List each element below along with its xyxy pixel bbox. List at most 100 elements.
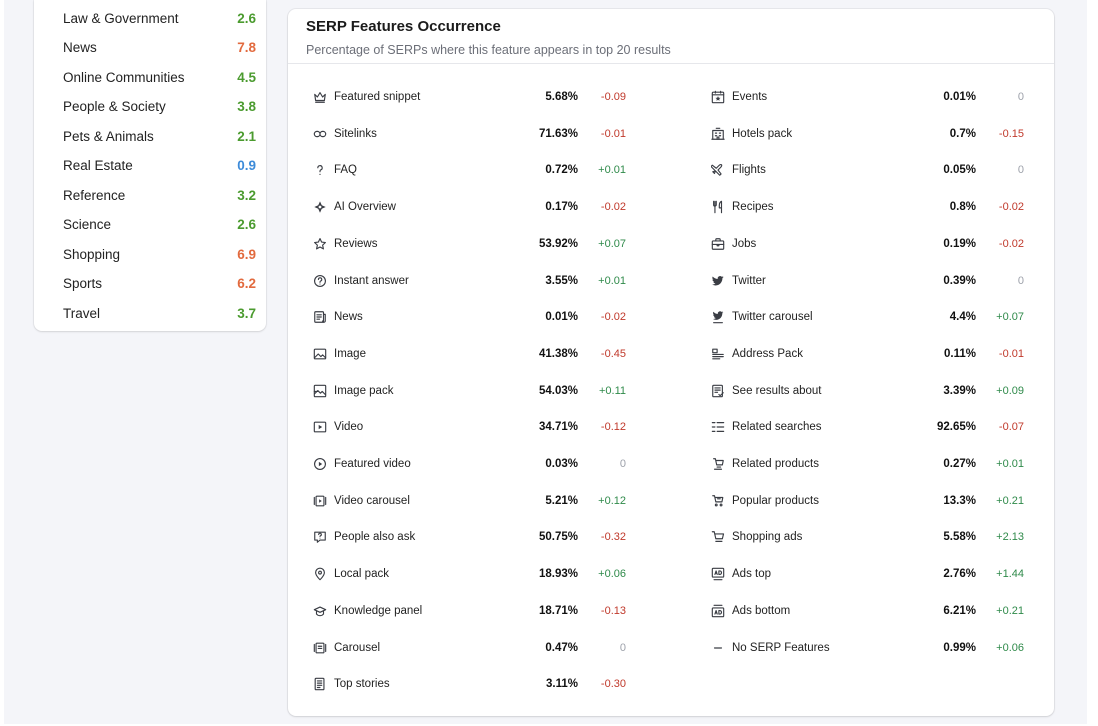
category-item[interactable]: Reference 3.2 <box>63 184 256 206</box>
ads-top-icon <box>710 566 726 582</box>
feature-change: +0.01 <box>598 274 626 287</box>
feature-percentage: 5.21% <box>545 494 578 507</box>
serp-card-header: SERP Features Occurrence Percentage of S… <box>288 9 1054 64</box>
feature-percentage: 0.11% <box>944 347 976 360</box>
serp-feature-row: See results about 3.39% +0.09 <box>710 381 1040 401</box>
feature-change: +0.07 <box>598 237 626 250</box>
feature-name: People also ask <box>334 531 416 544</box>
feature-percentage: 5.58% <box>943 531 976 544</box>
serp-feature-row: Instant answer 3.55% +0.01 <box>312 271 642 291</box>
feature-percentage: 3.11% <box>546 678 578 691</box>
feature-percentage: 18.93% <box>538 568 578 581</box>
category-name: Law & Government <box>63 10 179 26</box>
category-score: 3.2 <box>237 187 256 203</box>
see-results-icon <box>710 383 726 399</box>
feature-change: -0.09 <box>600 91 626 103</box>
category-item[interactable]: Sports 6.2 <box>63 273 256 295</box>
feature-change: -0.15 <box>998 127 1024 140</box>
feature-name: Featured video <box>334 458 411 470</box>
feature-name: Top stories <box>334 678 390 691</box>
category-name: Travel <box>63 305 101 321</box>
feature-percentage: 50.75% <box>538 531 578 544</box>
serp-feature-row: Twitter 0.39% 0 <box>710 271 1040 291</box>
feature-percentage: 0.8% <box>949 201 976 214</box>
feature-name: No SERP Features <box>732 641 830 654</box>
hotel-icon <box>710 126 726 142</box>
feature-name: Events <box>732 91 768 103</box>
category-item[interactable]: Law & Government 2.6 <box>63 7 256 29</box>
category-item[interactable]: Shopping 6.9 <box>63 243 256 265</box>
twitter-icon <box>710 273 726 289</box>
feature-name: Address Pack <box>732 347 803 360</box>
category-item[interactable]: Pets & Animals 2.1 <box>63 125 256 147</box>
link-icon <box>312 126 328 142</box>
feature-name: FAQ <box>334 164 358 177</box>
serp-feature-row: Popular products 13.3% +0.21 <box>710 491 1040 511</box>
feature-name: Hotels pack <box>732 127 793 140</box>
feature-change: -0.02 <box>998 237 1024 250</box>
feature-name: Twitter <box>732 274 766 287</box>
feature-name: Recipes <box>732 201 774 214</box>
feature-change: 0 <box>619 641 626 654</box>
feature-name: Shopping ads <box>732 531 803 544</box>
calendar-star-icon <box>710 89 726 105</box>
category-name: Online Communities <box>63 69 185 85</box>
feature-percentage: 92.65% <box>936 421 976 434</box>
category-item[interactable]: Real Estate 0.9 <box>63 155 256 177</box>
feature-name: Related products <box>732 458 819 470</box>
cart-icon <box>710 529 726 545</box>
feature-percentage: 0.7% <box>949 127 976 140</box>
feature-percentage: 54.03% <box>538 384 578 397</box>
feature-change: +0.21 <box>996 604 1024 617</box>
feature-change: -0.45 <box>600 347 626 360</box>
feature-name: Instant answer <box>334 274 409 287</box>
feature-name: Image <box>334 347 366 360</box>
category-score: 6.2 <box>237 276 256 291</box>
serp-feature-row: Featured video 0.03% 0 <box>312 454 642 474</box>
serp-feature-row: News 0.01% -0.02 <box>312 307 642 327</box>
serp-feature-row: Ads bottom 6.21% +0.21 <box>710 601 1040 621</box>
serp-feature-row: People also ask 50.75% -0.32 <box>312 527 642 547</box>
feature-change: -0.01 <box>600 127 626 140</box>
serp-feature-row: Image 41.38% -0.45 <box>312 344 642 364</box>
list-icon <box>710 419 726 435</box>
category-name: Shopping <box>63 246 121 262</box>
category-card: Law & Government 2.6 News 7.8 Online Communi… <box>34 0 266 331</box>
video-icon <box>312 419 328 435</box>
briefcase-icon <box>710 236 726 252</box>
feature-change: -0.30 <box>600 678 626 691</box>
feature-change: -0.01 <box>998 347 1024 360</box>
feature-percentage: 6.21% <box>943 604 976 617</box>
feature-name: Local pack <box>334 568 389 581</box>
serp-feature-row: Carousel 0.47% 0 <box>312 638 642 658</box>
serp-feature-row: Flights 0.05% 0 <box>710 160 1040 180</box>
feature-percentage: 0.47% <box>545 641 578 654</box>
category-score: 2.6 <box>237 10 256 26</box>
feature-percentage: 0.05% <box>943 164 976 177</box>
category-name: News <box>63 40 97 55</box>
feature-percentage: 5.68% <box>545 91 578 103</box>
feature-name: Jobs <box>732 237 757 250</box>
category-item[interactable]: People & Society 3.8 <box>63 96 256 118</box>
category-score: 2.6 <box>237 217 256 232</box>
serp-feature-row: No SERP Features 0.99% +0.06 <box>710 638 1040 658</box>
category-item[interactable]: Travel 3.7 <box>63 302 256 324</box>
map-pin-icon <box>312 566 328 582</box>
feature-name: Featured snippet <box>334 91 421 103</box>
crown-icon <box>312 89 328 105</box>
category-item[interactable]: Online Communities 4.5 <box>63 66 256 88</box>
feature-percentage: 0.03% <box>545 458 578 470</box>
category-score: 4.5 <box>237 69 256 85</box>
category-name: People & Society <box>63 99 166 114</box>
category-item[interactable]: Science 2.6 <box>63 214 256 236</box>
feature-name: See results about <box>732 384 822 397</box>
category-item[interactable]: News 7.8 <box>63 37 256 59</box>
serp-feature-row: FAQ 0.72% +0.01 <box>312 160 642 180</box>
feature-change: +0.11 <box>598 384 626 397</box>
card-title: SERP Features Occurrence <box>306 18 501 35</box>
serp-feature-row: AI Overview 0.17% -0.02 <box>312 197 642 217</box>
feature-name: Carousel <box>334 641 381 654</box>
feature-percentage: 0.01% <box>545 311 578 324</box>
carousel-icon <box>312 640 328 656</box>
category-score: 2.1 <box>237 128 256 144</box>
